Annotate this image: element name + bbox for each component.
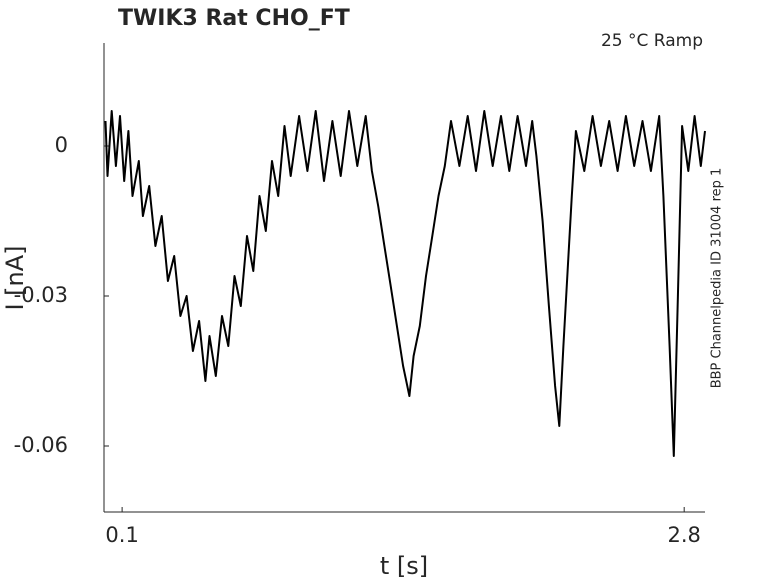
y-tick-label: 0 [55,133,68,157]
y-tick-label: -0.03 [14,283,68,307]
side-note: BBP Channelpedia ID 31004 rep 1 [710,168,725,389]
signal-line [104,110,706,457]
x-tick-label: 0.1 [105,523,138,547]
chart-title: TWIK3 Rat CHO_FT [118,6,350,31]
y-axis-label: I [nA] [1,245,29,310]
x-axis-label: t [s] [380,552,428,580]
x-tick-label: 2.8 [667,523,700,547]
y-tick-label: -0.06 [14,433,68,457]
chart-subtitle: 25 °C Ramp [601,31,703,51]
